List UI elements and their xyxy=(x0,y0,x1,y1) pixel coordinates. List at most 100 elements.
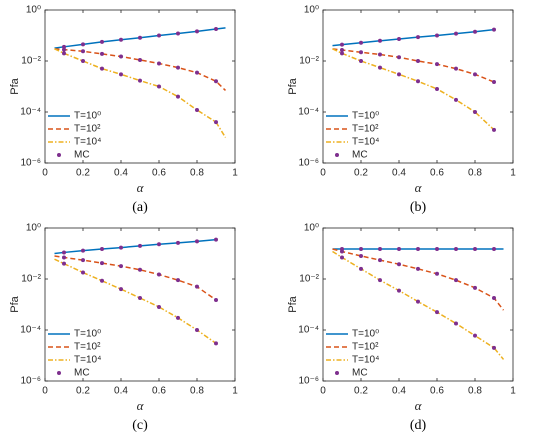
mc-point xyxy=(473,285,477,290)
mc-point xyxy=(359,266,363,271)
legend-label: T=10⁴ xyxy=(352,137,379,148)
x-tick-label: 0.4 xyxy=(114,386,128,397)
mc-point xyxy=(397,55,401,60)
series-line xyxy=(332,248,505,311)
legend-label: MC xyxy=(352,368,368,379)
mc-point xyxy=(81,258,85,263)
mc-point xyxy=(359,59,363,63)
caption: (d) xyxy=(410,418,427,433)
y-tick-label: 10⁻⁶ xyxy=(20,158,41,169)
axes-box xyxy=(44,9,236,164)
y-tick-label: 10⁻⁴ xyxy=(298,107,319,118)
x-tick-label: 1 xyxy=(510,386,516,397)
mc-point xyxy=(138,267,142,272)
mc-point xyxy=(454,97,458,102)
x-tick-label: 0.2 xyxy=(354,168,368,179)
mc-point xyxy=(81,59,85,63)
y-tick-label: 10⁻² xyxy=(21,274,41,285)
mc-point xyxy=(492,27,496,32)
mc-point xyxy=(81,42,85,47)
mc-point xyxy=(119,72,123,77)
mc-point xyxy=(340,42,344,47)
mc-point xyxy=(157,33,161,38)
mc-point xyxy=(416,299,420,304)
x-axis-label: α xyxy=(137,180,145,195)
mc-point xyxy=(359,247,363,252)
mc-point xyxy=(195,328,199,332)
mc-point xyxy=(416,59,420,63)
mc-point xyxy=(157,272,161,277)
mc-point xyxy=(454,321,458,326)
legend-label: T=10² xyxy=(352,342,379,353)
mc-point xyxy=(378,52,382,57)
y-tick-label: 10⁻² xyxy=(299,56,319,67)
mc-point xyxy=(81,49,85,54)
mc-point xyxy=(195,284,199,289)
mc-point xyxy=(473,333,477,338)
y-tick-label: 10⁻⁶ xyxy=(298,376,319,387)
mc-point xyxy=(378,278,382,283)
mc-point xyxy=(138,35,142,40)
mc-point xyxy=(435,33,439,38)
x-tick-label: 0.6 xyxy=(430,168,444,179)
mc-point xyxy=(359,50,363,55)
mc-point xyxy=(176,31,180,36)
legend-label: T=10² xyxy=(74,124,101,135)
mc-point xyxy=(119,264,123,269)
mc-point xyxy=(473,72,477,77)
mc-point xyxy=(492,345,496,350)
legend-label: T=10⁴ xyxy=(352,355,379,366)
mc-point xyxy=(138,243,142,248)
series-line xyxy=(54,258,217,344)
caption: (b) xyxy=(410,200,427,215)
mc-point xyxy=(435,271,439,276)
series-line xyxy=(54,255,217,301)
series-line xyxy=(332,28,495,47)
mc-point xyxy=(454,278,458,283)
x-tick-label: 0.2 xyxy=(76,168,90,179)
legend-symbol xyxy=(57,371,61,375)
mc-point xyxy=(454,31,458,36)
mc-point xyxy=(62,51,66,56)
mc-point xyxy=(340,249,344,254)
mc-point xyxy=(378,258,382,263)
axes-box xyxy=(44,227,236,382)
mc-point xyxy=(62,261,66,266)
mc-point xyxy=(340,51,344,56)
x-tick-label: 0 xyxy=(42,386,48,397)
legend-label: T=10⁰ xyxy=(352,111,379,122)
y-axis-label: Pfa xyxy=(9,77,21,94)
y-tick-label: 10⁻⁶ xyxy=(298,158,319,169)
mc-point xyxy=(214,26,218,31)
x-axis-label: α xyxy=(415,398,423,413)
y-axis-label: Pfa xyxy=(9,295,21,312)
mc-point xyxy=(62,44,66,49)
mc-point xyxy=(81,248,85,253)
mc-point xyxy=(138,57,142,62)
mc-point xyxy=(81,270,85,275)
axes-box xyxy=(322,227,514,382)
mc-point xyxy=(397,72,401,77)
x-tick-label: 1 xyxy=(232,168,238,179)
y-tick-label: 10⁰ xyxy=(26,223,41,234)
mc-point xyxy=(473,29,477,34)
mc-point xyxy=(62,250,66,255)
mc-point xyxy=(138,295,142,300)
y-tick-label: 10⁻⁴ xyxy=(20,325,41,336)
y-axis-label: Pfa xyxy=(287,77,299,94)
mc-point xyxy=(473,110,477,114)
legend-label: T=10⁰ xyxy=(74,329,101,340)
mc-point xyxy=(397,288,401,293)
legend-symbol xyxy=(335,153,339,157)
mc-point xyxy=(157,84,161,89)
mc-point xyxy=(492,127,496,132)
mc-point xyxy=(176,65,180,70)
x-tick-label: 0.4 xyxy=(392,386,406,397)
mc-point xyxy=(359,40,363,45)
y-tick-label: 10⁰ xyxy=(26,5,41,16)
mc-point xyxy=(157,304,161,309)
legend-label: T=10⁰ xyxy=(74,111,101,122)
mc-point xyxy=(397,36,401,41)
mc-point xyxy=(100,278,104,283)
